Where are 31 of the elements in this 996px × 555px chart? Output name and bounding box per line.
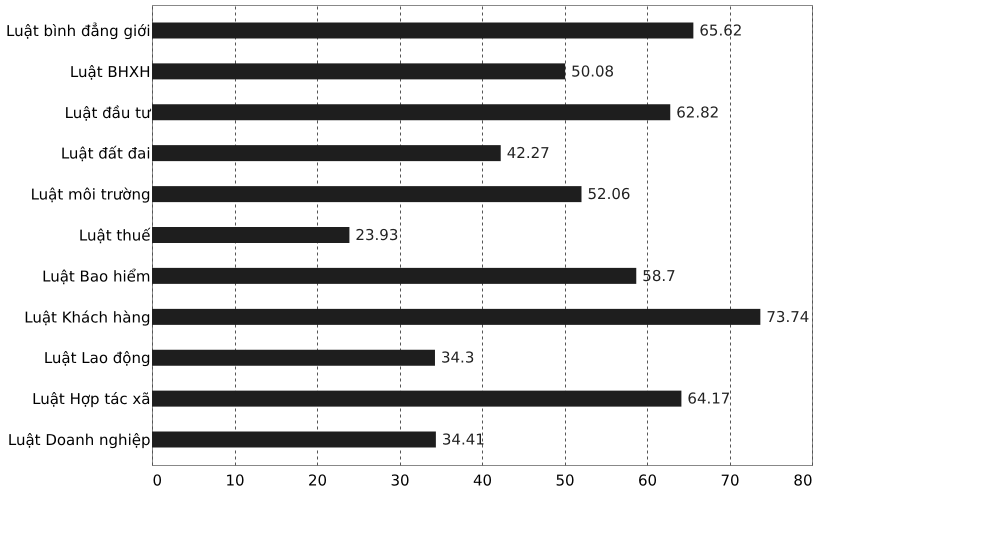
y-tick-label: Luật Bao hiểm [42, 267, 150, 286]
data-label: 34.41 [442, 430, 485, 449]
x-tick-label: 50 [555, 472, 575, 490]
x-tick-label: 40 [472, 472, 492, 490]
x-tick-label: 10 [225, 472, 245, 490]
data-label: 65.62 [699, 21, 742, 40]
y-tick-label: Luật đất đai [60, 144, 150, 163]
data-label: 73.74 [766, 308, 810, 326]
y-tick-label: Luật bình đẳng giới [6, 22, 150, 40]
y-tick-label: Luật Lao động [44, 349, 150, 368]
y-tick-label: Luật Doanh nghiệp [8, 431, 150, 450]
data-label: 23.93 [355, 226, 398, 244]
data-label: 58.7 [642, 266, 676, 285]
data-label: 62.82 [676, 103, 720, 122]
y-tick-label: Luật BHXH [70, 62, 150, 81]
y-tick-label: Luật môi trường [30, 186, 150, 204]
y-tick-label: Luật Khách hàng [24, 308, 150, 326]
x-tick-label: 0 [152, 472, 162, 490]
y-tick-label: Luật đầu tư [64, 104, 152, 122]
x-tick-label: 70 [720, 472, 740, 490]
data-label: 50.08 [571, 62, 614, 80]
x-tick-label: 20 [308, 472, 328, 490]
x-tick-label: 80 [793, 472, 812, 490]
data-label: 52.06 [587, 185, 630, 204]
x-tick-label: 30 [390, 472, 410, 490]
x-tick-label: 60 [638, 472, 658, 490]
y-tick-label: Luật thuế [78, 226, 152, 244]
data-label: 34.3 [440, 348, 474, 367]
data-label: 64.17 [687, 390, 730, 408]
data-label: 42.27 [506, 144, 550, 162]
y-tick-label: Luật Hợp tác xã [32, 390, 150, 408]
